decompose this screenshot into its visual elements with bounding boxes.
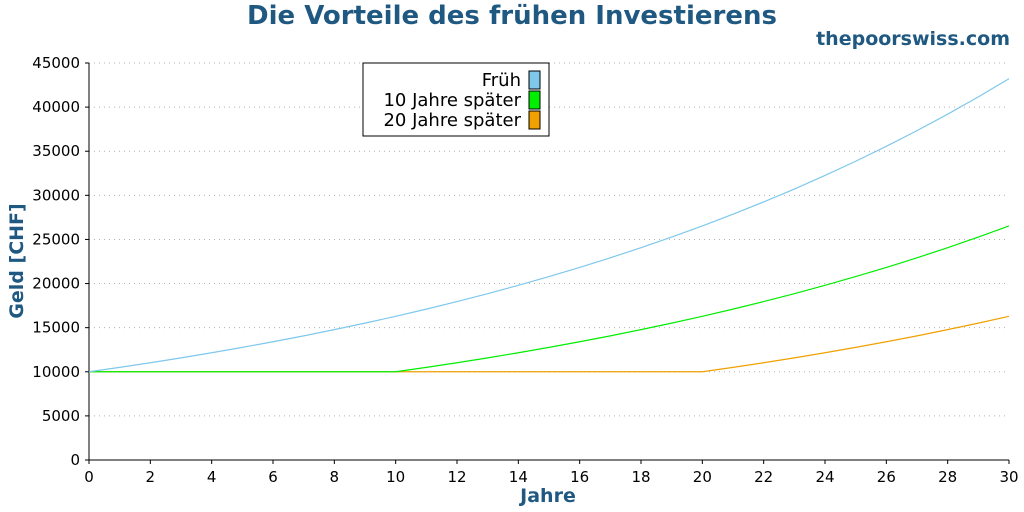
y-tick-label: 10000 xyxy=(32,363,80,381)
x-tick-label: 8 xyxy=(330,468,340,486)
legend-label: 20 Jahre später xyxy=(383,110,521,131)
x-tick-label: 2 xyxy=(146,468,156,486)
y-tick-label: 25000 xyxy=(32,230,80,248)
y-tick-label: 20000 xyxy=(32,275,80,293)
legend-swatch xyxy=(528,70,541,90)
legend-swatch xyxy=(528,110,541,130)
y-tick-label: 30000 xyxy=(32,186,80,204)
x-tick-label: 12 xyxy=(447,468,466,486)
chart-title: Die Vorteile des frühen Investierens xyxy=(247,1,777,31)
series-line-1 xyxy=(88,78,1010,373)
y-tick-label: 45000 xyxy=(32,54,80,72)
brand-label: thepoorswiss.com xyxy=(816,28,1010,50)
y-tick-label: 35000 xyxy=(32,142,80,160)
x-tick-label: 14 xyxy=(509,468,528,486)
data-series xyxy=(88,78,1010,373)
series-line-2 xyxy=(89,225,1010,373)
x-tick-label: 6 xyxy=(268,468,278,486)
x-tick-label: 24 xyxy=(815,468,834,486)
x-tick-label: 22 xyxy=(754,468,773,486)
x-tick-label: 10 xyxy=(386,468,405,486)
x-tick-label: 18 xyxy=(631,468,650,486)
x-axis-title: Jahre xyxy=(518,485,576,507)
y-tick-label: 40000 xyxy=(32,98,80,116)
y-tick-label: 5000 xyxy=(42,407,80,425)
y-tick-label: 0 xyxy=(70,451,80,469)
x-tick-label: 30 xyxy=(999,468,1018,486)
y-axis-title: Geld [CHF] xyxy=(6,203,28,318)
legend-box xyxy=(362,62,550,137)
x-tick-label: 20 xyxy=(693,468,712,486)
legend-label: Früh xyxy=(482,70,521,91)
legend-label: 10 Jahre später xyxy=(383,90,521,111)
x-tick-label: 26 xyxy=(877,468,896,486)
axes xyxy=(85,62,1010,464)
x-tick-label: 28 xyxy=(938,468,957,486)
legend-swatch xyxy=(528,90,541,110)
x-tick-label: 16 xyxy=(570,468,589,486)
series-line-3 xyxy=(89,315,1010,373)
x-tick-label: 0 xyxy=(84,468,94,486)
x-tick-label: 4 xyxy=(207,468,217,486)
tick-labels: 0 5000 10000 15000 20000 25000 30000 35000 40000… xyxy=(32,54,1018,486)
y-tick-label: 15000 xyxy=(32,319,80,337)
